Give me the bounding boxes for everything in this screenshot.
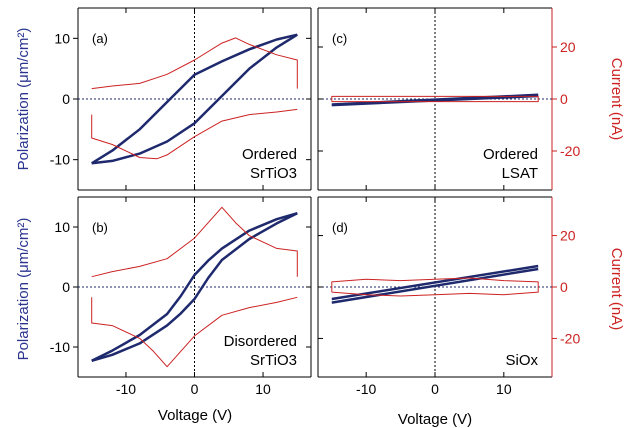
current-trace-2 bbox=[91, 108, 298, 160]
y-axis-title-right: Current (nA) bbox=[608, 248, 625, 331]
x-tick-label: 0 bbox=[191, 381, 199, 397]
polarization-branch-0 bbox=[91, 212, 298, 363]
y-tick-label-left: -10 bbox=[50, 339, 70, 355]
polarization-branch-1 bbox=[331, 94, 539, 107]
panel-label: (a) bbox=[92, 31, 108, 46]
panel-label: (d) bbox=[332, 220, 348, 235]
panel-c: -20 0 20 (c) Ordered LSAT bbox=[317, 7, 580, 191]
panel-a: -10 0 10 (a) Ordered SrTiO3 bbox=[50, 7, 312, 191]
x-tick-label: -10 bbox=[116, 381, 136, 397]
y-axis-title-left: Polarization (μm/cm²) bbox=[15, 218, 32, 361]
polarization-branch-0 bbox=[331, 264, 539, 301]
current-trace-3 bbox=[91, 206, 298, 278]
y-tick-label-right: 20 bbox=[560, 228, 576, 244]
y-tick-label-right: 0 bbox=[560, 279, 568, 295]
panel-label: (c) bbox=[332, 31, 347, 46]
polarization-branch-1 bbox=[91, 211, 298, 362]
panel-annotation: LSAT bbox=[502, 165, 538, 182]
panel-annotation: Disordered bbox=[224, 333, 297, 350]
x-tick-label: -10 bbox=[356, 381, 376, 397]
y-tick-label-right: 0 bbox=[560, 91, 568, 107]
polarization-branch-0 bbox=[91, 33, 298, 165]
x-tick-label: 10 bbox=[496, 381, 512, 397]
polarization-branch-1 bbox=[91, 33, 298, 165]
y-tick-label-left: 10 bbox=[54, 30, 70, 46]
y-axis-title-right: Current (nA) bbox=[608, 58, 625, 141]
y-tick-label-left: 0 bbox=[62, 279, 70, 295]
panel-annotation: SrTiO3 bbox=[250, 352, 297, 369]
x-axis-title-left: Voltage (V) bbox=[158, 407, 232, 424]
panel-annotation: Ordered bbox=[242, 146, 297, 163]
panel-b: -10 0 10 -10 0 10 (b) Disordered SrTiO3 bbox=[50, 196, 312, 397]
current-trace-3 bbox=[91, 37, 298, 90]
x-axis-title-right: Voltage (V) bbox=[398, 411, 472, 428]
current-trace-2 bbox=[331, 95, 539, 103]
y-tick-label-left: 0 bbox=[62, 91, 70, 107]
y-tick-label-right: -20 bbox=[560, 330, 580, 346]
y-axis-title-left: Polarization (μm/cm²) bbox=[15, 28, 32, 171]
x-tick-label: 10 bbox=[255, 381, 271, 397]
x-tick-label: 0 bbox=[431, 381, 439, 397]
y-tick-label-right: -20 bbox=[560, 143, 580, 159]
panel-label: (b) bbox=[92, 220, 108, 235]
panel-annotation: SiOx bbox=[505, 352, 538, 369]
current-trace-2 bbox=[331, 277, 539, 297]
panel-annotation: SrTiO3 bbox=[250, 165, 297, 182]
panel-d: -10 0 10 -20 0 20 (d) SiOx bbox=[317, 196, 580, 397]
current-trace-2 bbox=[91, 296, 298, 368]
y-tick-label-right: 20 bbox=[560, 39, 576, 55]
panel-annotation: Ordered bbox=[483, 146, 538, 163]
y-tick-label-left: 10 bbox=[54, 219, 70, 235]
polarization-branch-1 bbox=[331, 267, 539, 304]
y-tick-label-left: -10 bbox=[50, 152, 70, 168]
